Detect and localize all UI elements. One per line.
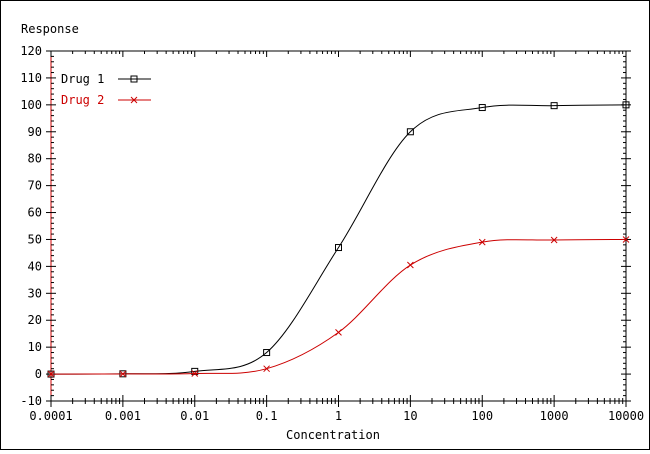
legend-marker-drug-1 (130, 75, 138, 83)
y-tick-label: 100 (20, 98, 42, 112)
tick-marks (46, 50, 631, 407)
x-axis-label: Concentration (286, 428, 380, 442)
y-tick-label: 20 (28, 313, 42, 327)
y-tick-label: 110 (20, 71, 42, 85)
line-drug-1 (50, 104, 627, 375)
y-tick-label: 60 (28, 206, 42, 220)
legend: Drug 1 Drug 2 (61, 72, 151, 107)
point-drug-2 (47, 370, 55, 378)
y-tick-label: 50 (28, 232, 42, 246)
point-drug-2-stroke-b (335, 328, 342, 336)
point-drug-2 (191, 370, 199, 377)
y-tick-label: 0 (35, 367, 42, 381)
point-drug-1 (478, 104, 486, 112)
y-tick-label: 40 (28, 259, 42, 273)
series (47, 101, 630, 378)
point-drug-2-stroke-b (263, 365, 270, 373)
point-drug-2-stroke-b (407, 261, 414, 269)
axes (50, 50, 627, 402)
point-drug-2-stroke-b (191, 370, 199, 377)
point-drug-1 (406, 128, 414, 136)
point-drug-2-stroke-b (478, 238, 486, 246)
point-drug-2 (335, 328, 342, 336)
x-tick-label: 100 (471, 409, 493, 423)
legend-marker-drug-2-stroke-b (130, 96, 138, 104)
y-tick-label: 120 (20, 44, 42, 58)
point-drug-1 (263, 349, 271, 357)
point-drug-2-stroke-b (622, 236, 630, 243)
y-tick-label: -10 (20, 394, 42, 408)
point-drug-2 (478, 238, 486, 246)
series-drug-2 (47, 236, 630, 378)
series-drug-1 (47, 101, 630, 378)
point-drug-2 (550, 236, 558, 244)
y-tick-label: 80 (28, 152, 42, 166)
line-drug-2 (50, 238, 627, 375)
point-drug-2-stroke-b (47, 370, 55, 378)
point-drug-1 (191, 367, 199, 375)
point-drug-2-stroke-b (550, 236, 558, 244)
x-tick-label: 0.01 (180, 409, 209, 423)
legend-label-drug-1: Drug 1 (61, 72, 104, 86)
y-axis-label: Response (21, 22, 79, 36)
y-tick-label: 90 (28, 125, 42, 139)
legend-label-drug-2: Drug 2 (61, 93, 104, 107)
x-tick-label: 0.001 (105, 409, 141, 423)
point-drug-1 (335, 244, 342, 252)
point-drug-2-stroke-b (119, 370, 127, 378)
x-tick-label: 10 (403, 409, 417, 423)
legend-entry-drug-2: Drug 2 (61, 93, 151, 107)
y-tick-label: 70 (28, 179, 42, 193)
legend-marker-drug-2 (130, 96, 138, 104)
point-drug-2 (263, 365, 270, 373)
y-tick-label: 10 (28, 340, 42, 354)
point-drug-1 (622, 101, 630, 109)
x-tick-label: 10000 (608, 409, 644, 423)
x-tick-label: 0.1 (256, 409, 278, 423)
x-tick-label: 1 (335, 409, 342, 423)
x-tick-label: 1000 (540, 409, 569, 423)
point-drug-2 (407, 261, 414, 269)
x-tick-label: 0.0001 (29, 409, 72, 423)
point-drug-2 (119, 370, 127, 378)
point-drug-2 (622, 236, 630, 243)
point-drug-1 (550, 102, 558, 110)
y-tick-label: 30 (28, 286, 42, 300)
legend-entry-drug-1: Drug 1 (61, 72, 151, 86)
plot-border (50, 50, 627, 402)
